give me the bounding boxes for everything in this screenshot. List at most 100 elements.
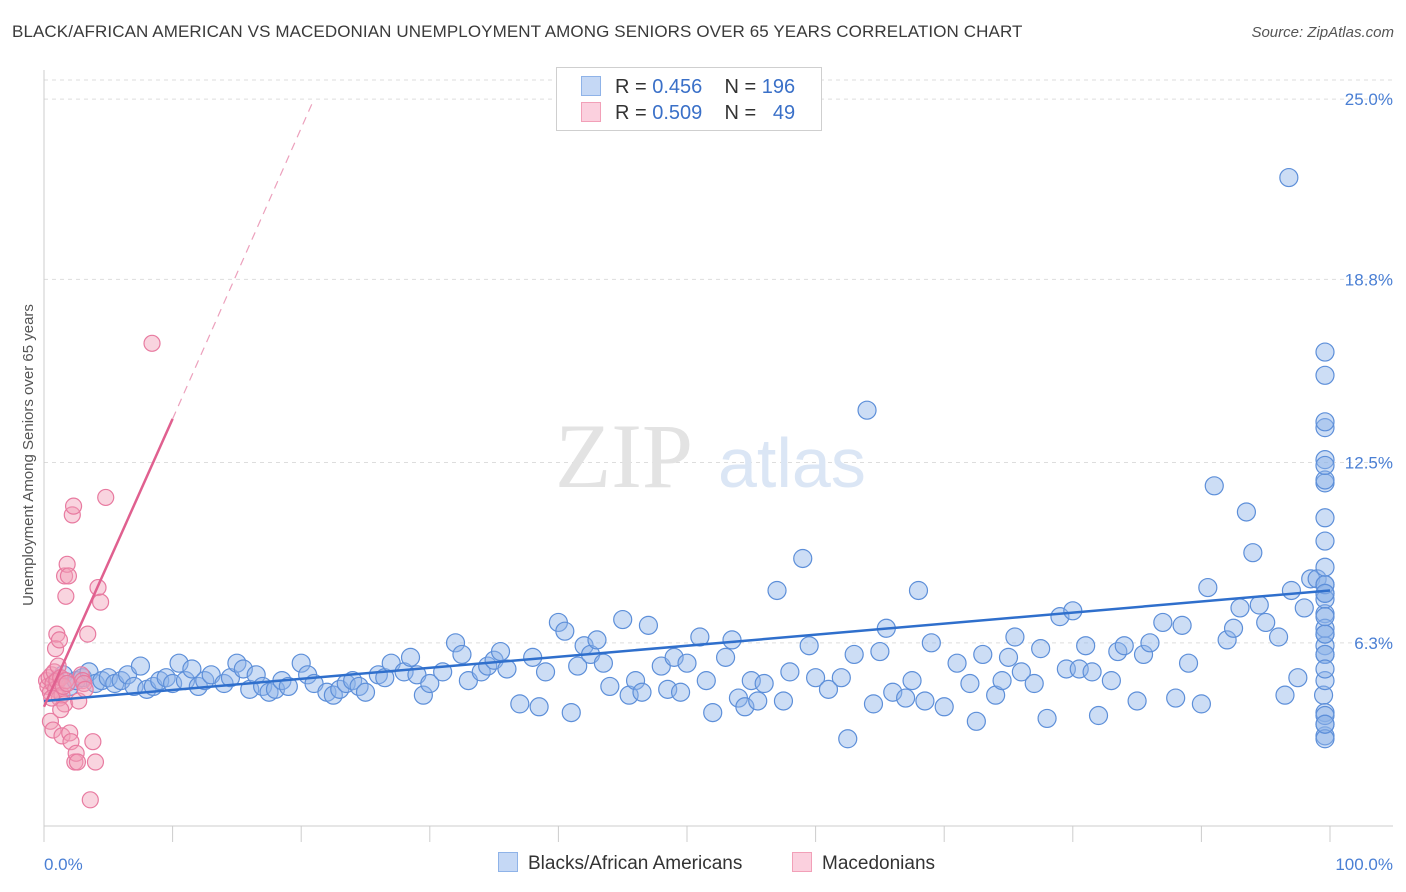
legend-n-label: N = [724, 76, 757, 98]
bottom-legend-label-blacks: Blacks/African Americans [528, 853, 743, 874]
point-blacks-128 [1037, 708, 1057, 729]
point-blacks-35 [278, 676, 298, 697]
point-blacks-124 [1005, 627, 1025, 647]
point-blacks-100 [799, 636, 819, 656]
point-macedonians-39 [79, 625, 97, 643]
legend-swatch-macedonians [581, 102, 601, 122]
source-label: Source: ZipAtlas.com [1251, 24, 1394, 41]
point-blacks-155 [1256, 612, 1276, 633]
point-blacks-192 [1315, 644, 1335, 665]
point-blacks-55 [445, 633, 466, 653]
y-tick-label-0: 6.3% [1354, 634, 1393, 653]
point-macedonians-32 [67, 744, 85, 762]
y-tick-label-2: 18.8% [1345, 270, 1393, 289]
point-blacks-84 [670, 682, 691, 702]
point-blacks-76 [613, 609, 633, 630]
point-macedonians-41 [84, 733, 102, 751]
point-blacks-78 [625, 671, 646, 691]
point-blacks-140 [1133, 644, 1154, 665]
point-blacks-156 [1268, 627, 1289, 647]
bottom-legend-macedonians[interactable]: Macedonians [792, 852, 935, 875]
point-blacks-36 [291, 653, 311, 673]
bottom-legend-blacks[interactable]: Blacks/African Americans [498, 852, 742, 875]
y-tick-label-3: 25.0% [1345, 90, 1393, 109]
point-blacks-74 [593, 653, 614, 673]
bottom-legend-swatch-macedonians [792, 852, 812, 872]
point-blacks-153 [1243, 543, 1263, 563]
point-blacks-160 [1294, 598, 1314, 618]
point-blacks-172 [1315, 418, 1335, 438]
point-blacks-139 [1127, 691, 1147, 711]
point-blacks-122 [992, 671, 1012, 691]
point-blacks-181 [1315, 624, 1335, 644]
point-blacks-183 [1315, 607, 1335, 627]
point-blacks-149 [1217, 630, 1237, 650]
point-blacks-101 [805, 668, 826, 688]
point-blacks-75 [600, 676, 620, 697]
point-blacks-117 [947, 653, 967, 673]
point-blacks-70 [568, 656, 588, 676]
point-blacks-65 [529, 697, 549, 717]
legend-swatch-blacks [581, 76, 601, 96]
trend-line-macedonians [42, 418, 174, 708]
point-macedonians-19 [46, 640, 65, 658]
series-macedonians-points [37, 334, 161, 809]
point-blacks-196 [1279, 167, 1299, 188]
point-blacks-68 [555, 621, 575, 641]
point-blacks-13 [130, 656, 151, 676]
point-macedonians-30 [64, 497, 83, 515]
point-macedonians-37 [75, 674, 93, 693]
point-blacks-190 [1315, 729, 1335, 749]
point-blacks-123 [998, 647, 1019, 667]
point-blacks-52 [413, 685, 433, 705]
point-blacks-53 [420, 673, 440, 694]
point-blacks-66 [535, 662, 556, 682]
point-blacks-106 [857, 400, 877, 420]
point-blacks-182 [1315, 342, 1335, 362]
y-tick-labels: 6.3% 12.5% 18.8% 25.0% [1345, 90, 1393, 653]
point-macedonians-45 [97, 488, 115, 507]
point-macedonians-24 [57, 587, 75, 605]
watermark-zip: ZIP [555, 405, 693, 507]
legend-row-macedonians: R = 0.509 N = 49 [581, 102, 795, 126]
point-blacks-99 [793, 548, 813, 569]
point-blacks-61 [490, 641, 511, 662]
point-macedonians-21 [50, 631, 69, 649]
point-blacks-50 [400, 647, 421, 667]
point-blacks-161 [1301, 569, 1321, 589]
legend-n-value-macedonians: 49 [772, 102, 796, 124]
correlation-legend: R = 0.456 N = 196 R = 0.509 N = 49 [556, 67, 822, 131]
gridlines [44, 79, 1393, 644]
point-macedonians-44 [91, 593, 110, 611]
point-blacks-88 [703, 702, 723, 723]
point-blacks-105 [844, 644, 864, 665]
point-blacks-79 [632, 682, 652, 702]
point-blacks-194 [1315, 455, 1335, 476]
point-blacks-193 [1315, 659, 1335, 679]
point-blacks-138 [1114, 636, 1134, 656]
point-blacks-152 [1236, 502, 1257, 522]
point-blacks-127 [1031, 639, 1051, 659]
point-blacks-157 [1275, 685, 1295, 705]
watermark-atlas: atlas [718, 424, 866, 502]
point-blacks-195 [1315, 531, 1335, 551]
bottom-legend-label-macedonians: Macedonians [822, 853, 936, 874]
point-blacks-97 [773, 691, 794, 711]
legend-r-value-blacks: 0.456 [652, 76, 703, 98]
point-macedonians-29 [63, 506, 81, 524]
trend-lines [42, 98, 1331, 708]
legend-r-label: R = [615, 102, 647, 124]
trend-line-blacks [43, 589, 1331, 703]
point-blacks-85 [677, 653, 697, 673]
point-blacks-94 [748, 691, 768, 711]
point-blacks-189 [1315, 470, 1335, 490]
point-blacks-107 [863, 694, 884, 714]
point-blacks-21 [182, 659, 202, 679]
point-macedonians-15 [57, 672, 75, 690]
point-macedonians-27 [61, 724, 79, 742]
point-blacks-141 [1140, 633, 1160, 653]
point-macedonians-16 [58, 674, 76, 693]
x-tick-label-min: 0.0% [44, 855, 83, 874]
bottom-legend-swatch-blacks [498, 852, 518, 872]
